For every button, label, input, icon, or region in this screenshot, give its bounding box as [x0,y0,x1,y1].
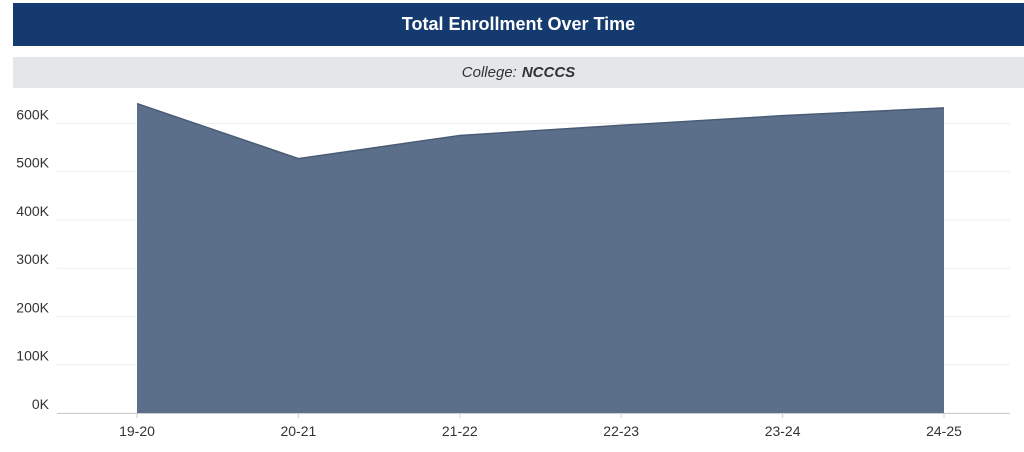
y-tick-label: 300K [16,251,49,267]
college-label: College: [461,64,517,81]
college-filter-bar: College: NCCCS [13,57,1024,88]
header-bar: Total Enrollment Over Time [13,3,1024,46]
x-tick-label: 21-22 [442,423,478,439]
x-tick-label: 19-20 [119,423,155,439]
area-line [136,102,945,160]
area-series [136,102,945,413]
area-fill [137,103,944,413]
y-tick-label: 400K [16,203,49,219]
y-tick-label: 600K [16,106,49,122]
x-tick-label: 23-24 [765,423,801,439]
y-tick-label: 200K [16,299,49,315]
y-tick-label: 100K [16,348,49,364]
x-tick-label: 24-25 [926,423,962,439]
x-tick-label: 22-23 [603,423,639,439]
y-tick-label: 500K [16,155,49,171]
enrollment-area-chart: 0K 100K 200K 300K 400K 500K 600K 19-20 20-21 21-2… [16,102,1010,439]
axes: 0K 100K 200K 300K 400K 500K 600K 19-20 20-21 21-2… [16,106,1010,439]
chart-container: 0K 100K 200K 300K 400K 500K 600K 19-20 20-21 21-2… [0,88,1024,447]
college-value: NCCCS [521,64,576,81]
x-tick-label: 20-21 [280,423,316,439]
page-title: Total Enrollment Over Time [401,14,636,34]
y-tick-label: 0K [32,396,50,412]
